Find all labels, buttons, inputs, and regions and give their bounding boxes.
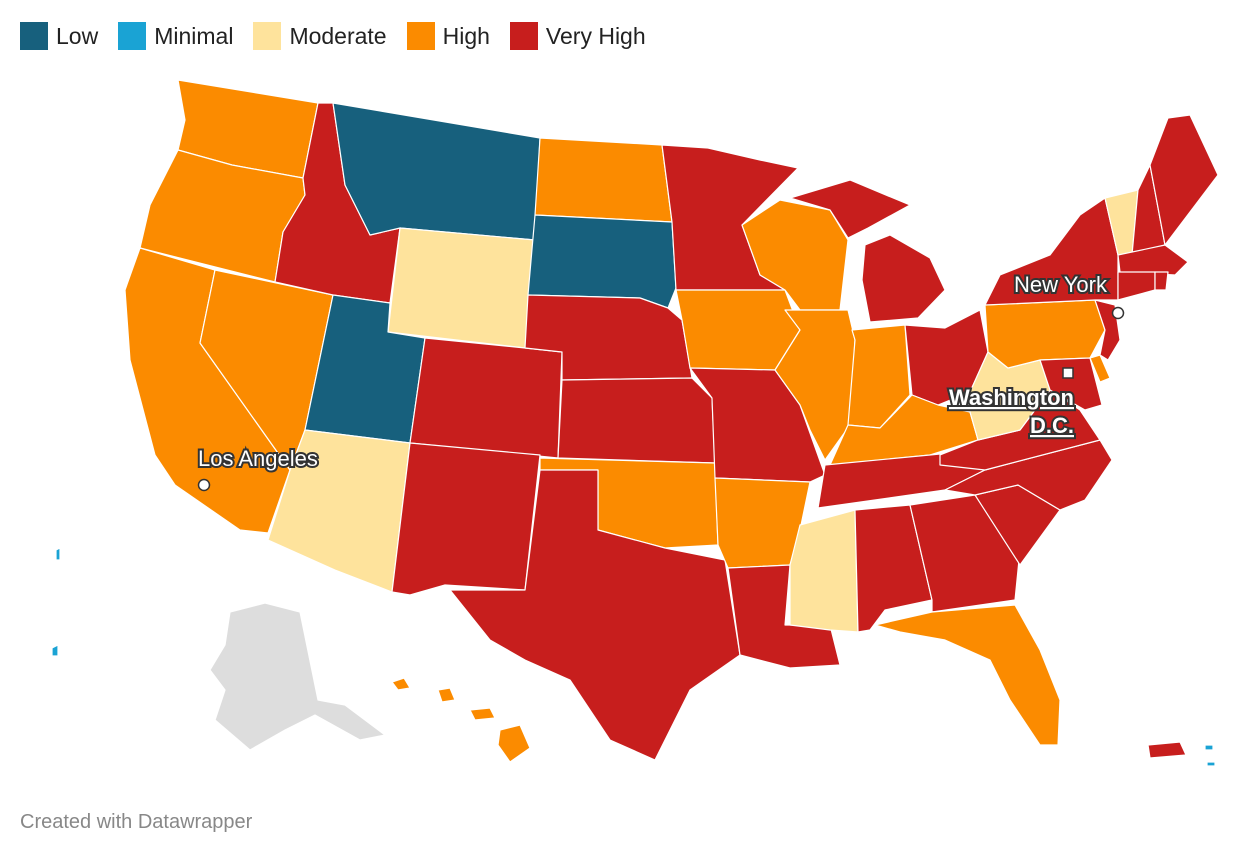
state-maryland[interactable] bbox=[1039, 357, 1103, 411]
state-maine[interactable] bbox=[1149, 114, 1219, 246]
state-montana[interactable] bbox=[332, 102, 541, 241]
new-york-label: New York bbox=[1014, 272, 1108, 297]
state-hawaii[interactable] bbox=[391, 677, 531, 763]
state-new-mexico[interactable] bbox=[391, 442, 541, 596]
state-delaware[interactable] bbox=[1089, 354, 1111, 383]
legend-swatch-high bbox=[406, 22, 435, 50]
datawrapper-credit[interactable]: Created with Datawrapper bbox=[20, 811, 253, 833]
state-north-dakota[interactable] bbox=[534, 137, 673, 223]
legend-item-minimal: Minimal bbox=[118, 22, 233, 50]
state-michigan[interactable] bbox=[789, 179, 946, 323]
state-rhode-island[interactable] bbox=[1154, 271, 1169, 291]
state-texas[interactable] bbox=[449, 469, 741, 761]
state-south-dakota[interactable] bbox=[527, 214, 677, 309]
legend-label-low: Low bbox=[56, 22, 99, 49]
washington-dc-label-line2: D.C. bbox=[1030, 413, 1074, 438]
legend-swatch-minimal bbox=[118, 22, 147, 50]
legend-item-high: High bbox=[406, 22, 490, 50]
state-colorado[interactable] bbox=[409, 337, 563, 459]
legend-item-low: Low bbox=[20, 22, 98, 50]
territory-guam[interactable] bbox=[51, 547, 61, 657]
new-york-marker bbox=[1111, 306, 1125, 320]
legend-label-high: High bbox=[442, 22, 490, 49]
territory-puerto-rico[interactable] bbox=[1147, 741, 1187, 759]
washington-dc-marker bbox=[1062, 367, 1074, 379]
legend-swatch-moderate bbox=[253, 22, 282, 50]
legend-item-very-high: Very High bbox=[509, 22, 646, 50]
legend-label-very-high: Very High bbox=[545, 22, 646, 49]
legend-swatch-very-high bbox=[509, 22, 538, 50]
state-alaska[interactable] bbox=[209, 602, 386, 751]
state-iowa[interactable] bbox=[675, 289, 801, 371]
legend-item-moderate: Moderate bbox=[253, 22, 387, 50]
state-mississippi[interactable] bbox=[789, 509, 859, 633]
state-wyoming[interactable] bbox=[387, 227, 536, 349]
state-louisiana[interactable] bbox=[727, 564, 841, 669]
territory-us-virgin-islands[interactable] bbox=[1204, 744, 1216, 767]
state-massachusetts[interactable] bbox=[1117, 244, 1189, 276]
state-florida[interactable] bbox=[874, 604, 1061, 746]
state-connecticut[interactable] bbox=[1117, 271, 1156, 301]
los-angeles-label: Los Angeles bbox=[198, 446, 318, 471]
washington-dc-label-line1: Washington bbox=[949, 385, 1074, 410]
state-illinois[interactable] bbox=[774, 309, 856, 461]
legend-swatch-low bbox=[20, 22, 48, 50]
state-kansas[interactable] bbox=[557, 377, 716, 464]
legend: Low Minimal Moderate High Very High bbox=[20, 22, 646, 50]
los-angeles-marker bbox=[197, 478, 211, 492]
legend-label-moderate: Moderate bbox=[289, 22, 387, 49]
legend-label-minimal: Minimal bbox=[154, 22, 234, 49]
